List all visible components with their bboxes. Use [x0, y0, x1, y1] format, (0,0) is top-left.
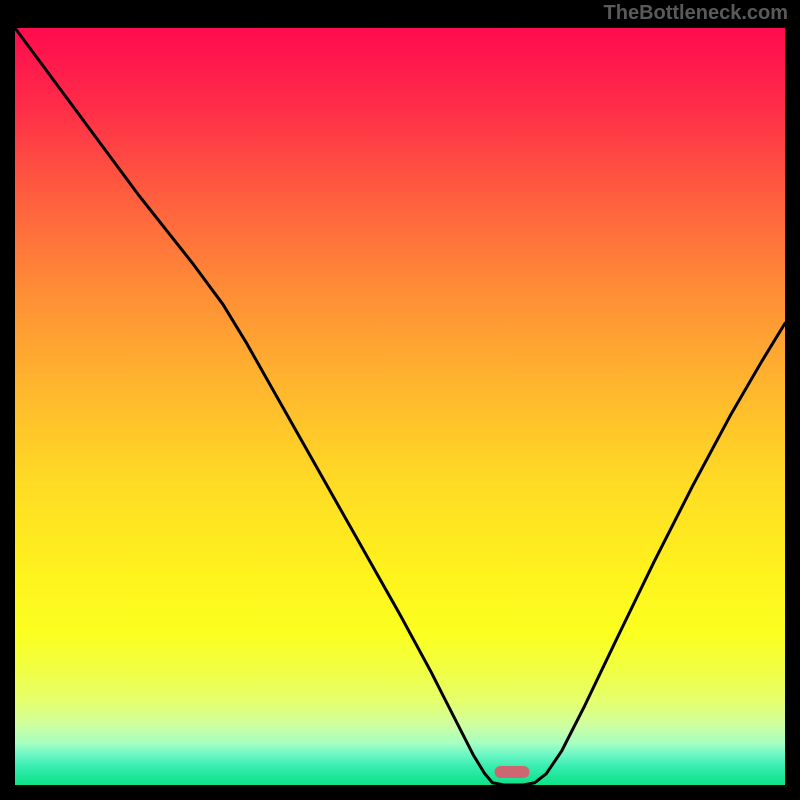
watermark-text: TheBottleneck.com — [604, 2, 788, 25]
bottleneck-curve — [15, 28, 785, 785]
plot-area — [15, 28, 785, 785]
optimal-marker — [494, 766, 529, 778]
